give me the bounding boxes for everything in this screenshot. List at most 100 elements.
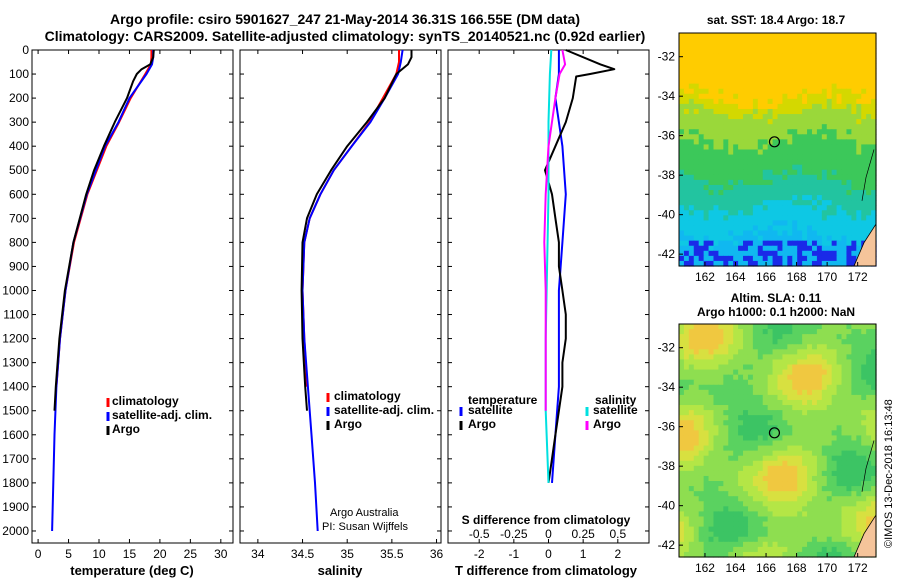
- map-cell: [821, 73, 828, 80]
- map-cell: [787, 374, 793, 381]
- map-cell: [738, 215, 744, 222]
- map-cell: [679, 190, 685, 196]
- map-cell: [762, 405, 769, 411]
- map-cell: [708, 435, 715, 442]
- map-cell: [777, 83, 784, 90]
- map-cell: [688, 420, 695, 426]
- map-cell: [811, 73, 818, 80]
- map-cell: [762, 88, 769, 95]
- map-cell: [841, 179, 848, 186]
- map-cell: [738, 445, 744, 452]
- map-cell: [826, 179, 833, 186]
- map-cell: [816, 455, 823, 462]
- map-cell: [831, 205, 838, 211]
- map-cell: [728, 501, 734, 507]
- depth-tick-label: 800: [9, 235, 29, 249]
- map-cell: [792, 379, 798, 386]
- map-cell: [777, 379, 784, 386]
- map-cell: [762, 384, 769, 391]
- temperature-lines: [51, 49, 155, 532]
- map-cell: [821, 139, 828, 146]
- map-cell: [856, 144, 862, 151]
- map-cell: [821, 450, 828, 457]
- map-cell: [743, 220, 749, 227]
- map-cell: [836, 78, 843, 85]
- map-cell: [679, 546, 685, 553]
- map-cell: [738, 53, 744, 59]
- map-cell: [762, 98, 769, 105]
- map-cell: [841, 415, 848, 421]
- map-cell: [782, 225, 788, 232]
- map-cell: [841, 506, 848, 513]
- map-cell: [797, 73, 803, 80]
- map-cell: [757, 240, 764, 247]
- map-cell: [752, 470, 759, 477]
- map-cell: [787, 149, 793, 156]
- map-cell: [802, 324, 808, 330]
- map-cell: [752, 475, 759, 482]
- map-cell: [679, 465, 685, 472]
- map-cell: [733, 435, 739, 442]
- map-cell: [703, 230, 710, 237]
- map-cell: [861, 68, 867, 75]
- map-cell: [733, 149, 739, 156]
- map-cell: [777, 230, 784, 237]
- map-cell: [787, 455, 793, 462]
- map-cell: [807, 134, 813, 140]
- map-cell: [752, 159, 759, 166]
- map-cell: [821, 511, 828, 518]
- map-cell: [723, 425, 729, 431]
- map-cell: [807, 536, 813, 543]
- map-cell: [846, 324, 852, 330]
- map-cell: [787, 465, 793, 472]
- map-cell: [767, 415, 774, 421]
- map-cell: [856, 230, 862, 237]
- map-cell: [841, 124, 848, 130]
- map-cell: [683, 260, 690, 267]
- map-cell: [703, 511, 710, 518]
- map-cell: [738, 374, 744, 381]
- map-cell: [792, 250, 798, 257]
- map-cell: [782, 190, 788, 196]
- map-cell: [782, 541, 788, 548]
- map-cell: [846, 399, 852, 406]
- map-cell: [767, 63, 774, 70]
- map-cell: [767, 399, 774, 406]
- salinity-legend: climatology satellite-adj. clim. Argo: [326, 389, 434, 431]
- map-cell: [787, 389, 793, 396]
- map-cell: [762, 159, 769, 166]
- map-cell: [728, 339, 734, 345]
- map-cell: [693, 329, 700, 335]
- map-cell: [856, 324, 862, 330]
- map-cell: [679, 410, 685, 416]
- map-cell: [836, 33, 843, 39]
- map-cell: [821, 516, 828, 523]
- map-cell: [826, 389, 833, 396]
- map-cell: [811, 235, 818, 242]
- map-cell: [708, 430, 715, 437]
- map-cell: [792, 33, 798, 39]
- map-cell: [738, 184, 744, 191]
- map-cell: [708, 536, 715, 543]
- map-cell: [826, 354, 833, 361]
- map-cell: [797, 445, 803, 452]
- map-cell: [747, 78, 754, 85]
- map-cell: [807, 425, 813, 431]
- map-cell: [782, 440, 788, 447]
- map-cell: [747, 369, 754, 376]
- map-cell: [762, 435, 769, 442]
- map-cell: [762, 425, 769, 431]
- map-cell: [738, 329, 744, 335]
- map-cell: [821, 481, 828, 487]
- map-cell: [807, 205, 813, 211]
- map-cell: [851, 114, 857, 120]
- map-cell: [762, 450, 769, 457]
- map-cell: [841, 420, 848, 426]
- map-cell: [787, 255, 793, 262]
- map-cell: [861, 159, 867, 166]
- map-cell: [792, 526, 798, 533]
- map-cell: [777, 215, 784, 222]
- map-cell: [841, 63, 848, 70]
- map-cell: [807, 129, 813, 135]
- map-cell: [811, 384, 818, 391]
